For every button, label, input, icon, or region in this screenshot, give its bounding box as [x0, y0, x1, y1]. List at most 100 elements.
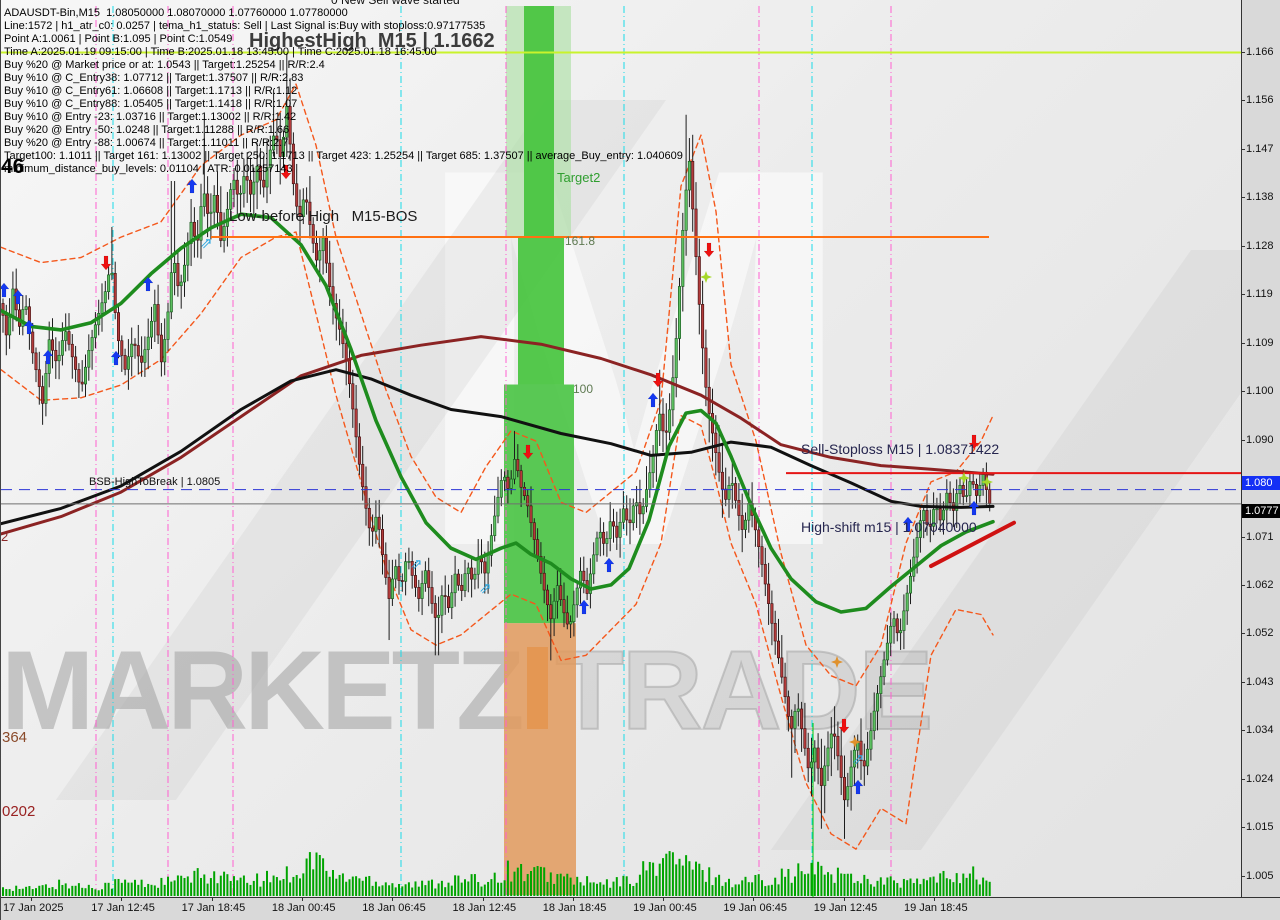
- candle-body: [773, 622, 777, 642]
- volume-bar: [68, 888, 70, 896]
- candle-body: [216, 195, 220, 213]
- candle-body: [150, 320, 154, 338]
- volume-bar: [909, 878, 912, 896]
- candle-body: [380, 529, 384, 555]
- volume-bar: [724, 882, 727, 896]
- low-before-high-label: Low-before High M15-BOS: [229, 208, 418, 225]
- price-axis[interactable]: 1.166 1.156 1.147 1.138 1.128 1.119 1.109 1.100…: [1241, 0, 1280, 897]
- time-label: 19 Jan 06:45: [723, 902, 788, 914]
- volume-bar: [25, 886, 28, 896]
- volume-bar: [942, 870, 945, 896]
- candle-body: [4, 315, 8, 336]
- candle-body: [318, 250, 322, 261]
- candle-body: [869, 730, 873, 750]
- candle-body: [489, 535, 493, 556]
- volume-bar: [572, 884, 575, 896]
- volume-bar: [794, 876, 796, 896]
- candle-body: [113, 273, 117, 313]
- volume-bar: [38, 885, 41, 896]
- fib-100-label: 100: [573, 382, 594, 396]
- candle-body: [209, 211, 213, 214]
- volume-bar: [985, 880, 988, 896]
- time-label: 19 Jan 18:45: [904, 902, 968, 914]
- volume-bar: [160, 877, 163, 896]
- volume-bar: [464, 879, 466, 896]
- volume-bar: [434, 888, 437, 896]
- sell-arrow-icon: [280, 164, 292, 180]
- volume-bar: [120, 882, 123, 896]
- candle-body: [582, 570, 586, 581]
- candle-body: [595, 537, 599, 556]
- volume-bar: [444, 887, 447, 896]
- volume-bar: [721, 885, 724, 896]
- candle-body: [496, 496, 500, 517]
- price-tick: [1242, 536, 1245, 538]
- candle-body: [308, 201, 312, 225]
- volume-bar: [586, 876, 589, 896]
- volume-bar: [645, 870, 648, 896]
- volume-bar: [388, 885, 391, 896]
- candle-body: [668, 409, 672, 433]
- candle-body: [562, 599, 566, 614]
- volume-bar: [536, 866, 539, 896]
- envelope-upper: [1, 83, 994, 687]
- candle-body: [536, 539, 540, 557]
- candle-body: [608, 521, 612, 539]
- candle-body: [384, 554, 388, 578]
- volume-bar: [530, 870, 532, 896]
- volume-bar: [328, 876, 331, 896]
- candle-body: [506, 476, 510, 489]
- candle-body: [724, 488, 728, 500]
- candle-body: [915, 537, 919, 558]
- candle-body: [882, 659, 886, 678]
- volume-bar: [371, 885, 374, 896]
- fib-zone-above-161: [524, 6, 554, 238]
- buy-arrow-icon: [852, 779, 864, 795]
- volume-bar: [846, 873, 849, 896]
- volume-bar: [77, 883, 80, 896]
- volume-bar: [671, 852, 674, 896]
- volume-bar: [741, 880, 744, 896]
- volume-bar: [332, 869, 334, 896]
- volume-bar: [401, 886, 404, 896]
- volume-bar: [629, 883, 631, 896]
- candle-body: [875, 693, 879, 712]
- left-edge-number: 2: [1, 529, 9, 544]
- candle-body: [80, 381, 84, 385]
- volume-bar: [579, 882, 582, 896]
- candle-body: [687, 161, 691, 191]
- price-tick: [1242, 294, 1245, 296]
- volume-bar: [833, 882, 836, 896]
- bid-price-box: 1.0777: [1242, 503, 1280, 518]
- volume-bar: [167, 876, 169, 896]
- chart-canvas[interactable]: M MARKETZ TRADE ⇗ ⇗ ⇗ ⇗ HighestHigh M15 | 1.…: [1, 0, 1241, 897]
- candle-body: [57, 354, 61, 362]
- volume-bar: [450, 885, 453, 896]
- candle-body: [499, 480, 503, 498]
- price-tick: [1242, 439, 1245, 441]
- volume-bar: [955, 873, 958, 896]
- volume-bar: [800, 871, 803, 896]
- price-label: 1.015: [1246, 821, 1274, 834]
- candle-body: [186, 243, 190, 266]
- candle-body: [539, 556, 543, 574]
- price-tick: [1242, 633, 1245, 635]
- candle-body: [757, 529, 761, 547]
- volume-bar: [780, 868, 783, 896]
- time-axis[interactable]: 17 Jan 2025 17 Jan 12:45 17 Jan 18:45 18 Ja…: [1, 897, 1280, 920]
- volume-bar: [236, 880, 239, 896]
- candle-body: [328, 262, 332, 287]
- sell-stoploss-label: Sell-Stoploss M15 | 1.08371422: [801, 441, 1000, 457]
- candle-body: [852, 749, 856, 768]
- candle-body: [816, 747, 820, 769]
- candle-body: [526, 495, 530, 507]
- volume-bar: [299, 878, 301, 896]
- candle-body: [288, 106, 292, 145]
- candle-body: [463, 573, 467, 591]
- volume-bar: [830, 874, 833, 896]
- info-line-10: Buy %20 @ Entry -88: 1.00674 || Target:1…: [4, 137, 289, 149]
- volume-bar: [605, 879, 608, 896]
- candle-body: [37, 369, 41, 387]
- info-line-5: Buy %10 @ C_Entry38: 1.07712 || Target:1…: [4, 72, 304, 84]
- candle-body: [173, 263, 177, 273]
